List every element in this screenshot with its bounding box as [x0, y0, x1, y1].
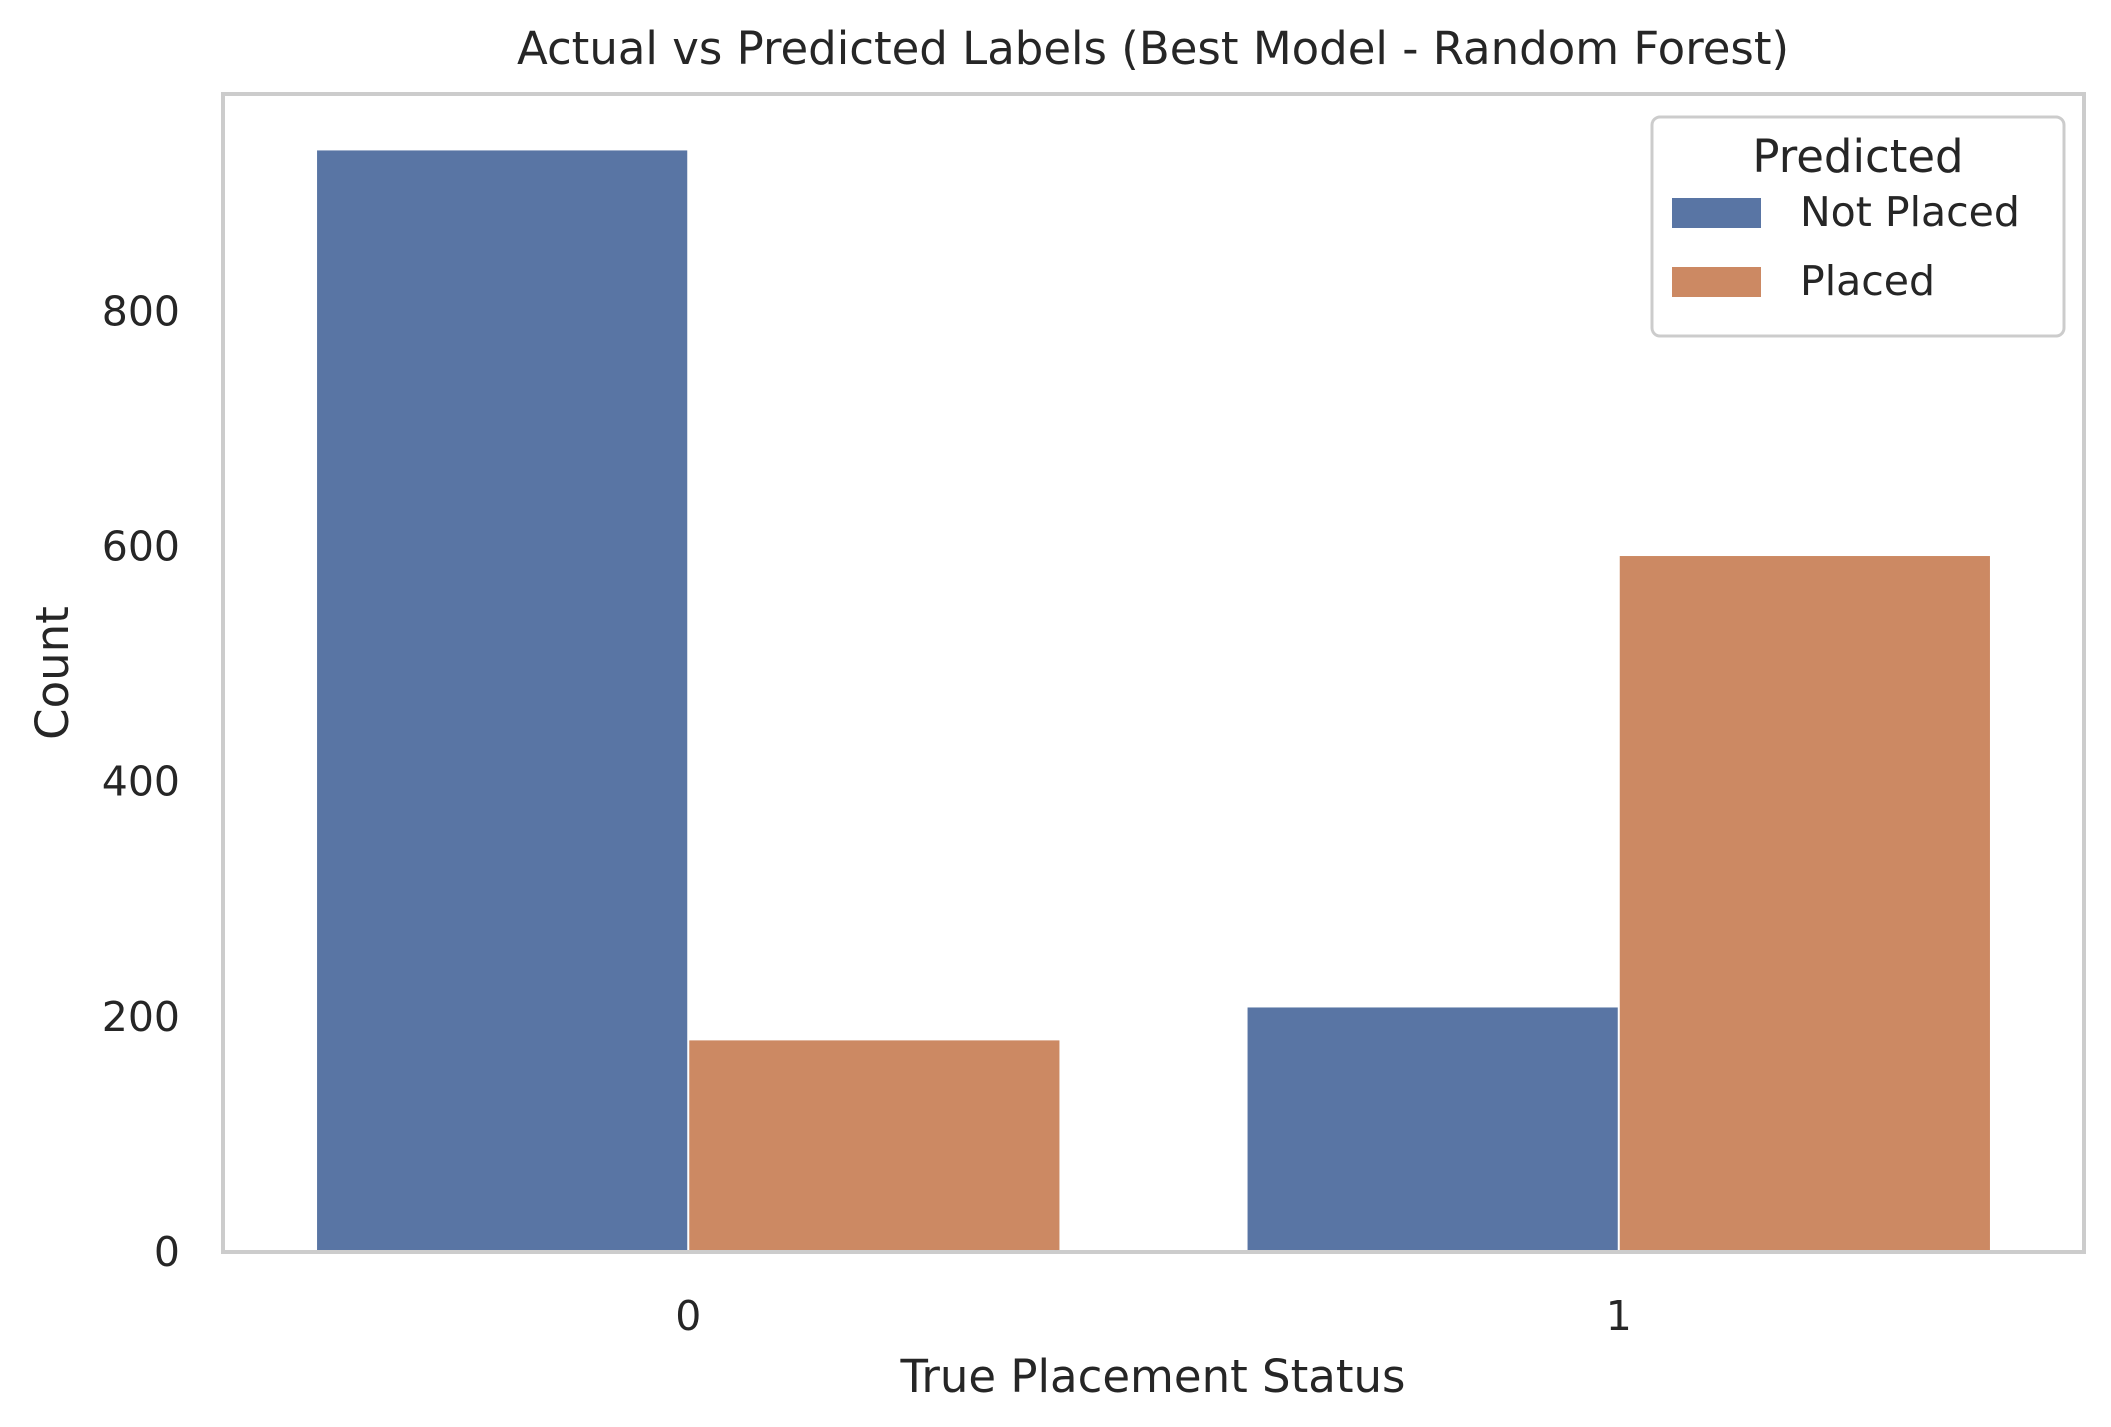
- legend-title: Predicted: [1752, 130, 1963, 183]
- bar-placed-0: [689, 1040, 1060, 1252]
- y-tick-label: 200: [102, 993, 180, 1041]
- bar-placed-1: [1619, 556, 1990, 1252]
- y-ticks: 0 200 400 600 800: [102, 287, 180, 1276]
- legend-label-placed: Placed: [1800, 257, 1935, 305]
- x-tick-label: 1: [1606, 1292, 1632, 1340]
- legend-swatch-not-placed: [1672, 198, 1761, 228]
- chart-title: Actual vs Predicted Labels (Best Model -…: [517, 22, 1789, 75]
- y-axis-label: Count: [26, 606, 79, 740]
- y-tick-label: 800: [102, 287, 180, 335]
- x-axis-label: True Placement Status: [900, 1350, 1406, 1403]
- legend-label-not-placed: Not Placed: [1800, 188, 2020, 236]
- legend: Predicted Not Placed Placed: [1650, 115, 2066, 338]
- bar-not-placed-1: [1247, 1007, 1618, 1252]
- x-tick-label: 0: [675, 1292, 701, 1340]
- plot-frame: [221, 92, 2086, 1254]
- bars-group: [317, 150, 1990, 1253]
- y-tick-label: 600: [102, 523, 180, 571]
- y-tick-label: 0: [154, 1228, 180, 1276]
- y-tick-label: 400: [102, 758, 180, 806]
- bar-not-placed-0: [317, 150, 688, 1253]
- legend-swatch-placed: [1672, 267, 1761, 297]
- legend-items: Not Placed Placed: [1672, 188, 2020, 305]
